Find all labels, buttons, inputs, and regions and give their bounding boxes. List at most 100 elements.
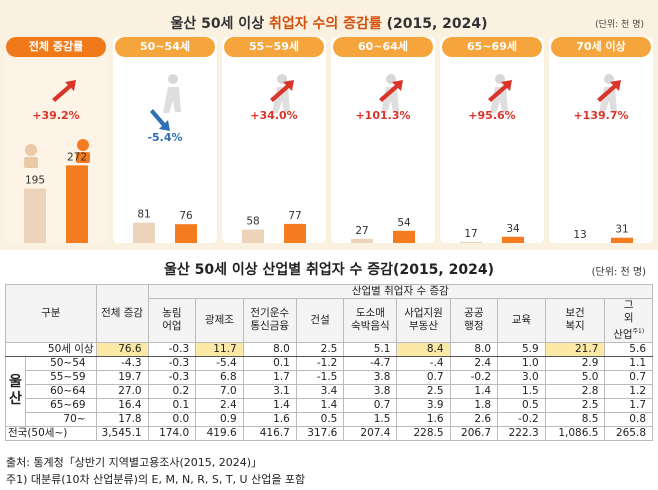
total-cell: 76.6 <box>95 341 149 357</box>
value-cell: 7.0 <box>195 383 244 399</box>
header-industry: 보건 복지 <box>544 298 606 343</box>
value-cell: 2.4 <box>449 355 499 371</box>
value-cell: 0.7 <box>343 397 398 413</box>
value-cell: -5.4 <box>195 355 244 371</box>
total-cell: 16.4 <box>95 397 149 413</box>
value-cell: 1.4 <box>242 397 297 413</box>
arrow-down-icon <box>150 109 170 131</box>
total-cell: 17.8 <box>95 411 149 427</box>
card-header: 70세 이상 <box>551 37 651 57</box>
header-industry: 공공 행정 <box>449 298 499 343</box>
table-row: 70~ 17.8 0.0 0.9 1.6 0.5 1.5 1.6 2.6 -0.2 8.5 0.8 <box>6 411 653 427</box>
value-cell: 1,086.5 <box>544 425 606 441</box>
total-cell: 27.0 <box>95 383 149 399</box>
card-header: 50~54세 <box>115 37 215 57</box>
value-cell: 21.7 <box>544 341 606 357</box>
value-cell: 11.7 <box>195 341 244 357</box>
value-cell: 1.5 <box>497 383 546 399</box>
total-cell: 19.7 <box>95 369 149 385</box>
value-cell: 2.9 <box>544 355 606 371</box>
bar-value: 76 <box>179 210 193 222</box>
header-industry: 사업지원 부동산 <box>396 298 451 343</box>
value-cell: 1.2 <box>604 383 653 399</box>
value-cell: 0.1 <box>242 355 297 371</box>
value-cell: 2.8 <box>544 383 606 399</box>
value-cell: 0.5 <box>295 411 345 427</box>
card-header: 65~69세 <box>442 37 542 57</box>
row-label: 전국(50세~) <box>5 425 97 441</box>
value-cell: -1.5 <box>295 369 345 385</box>
row-label: 65~69 <box>25 397 97 413</box>
value-cell: 174.0 <box>147 425 197 441</box>
value-cell: 1.6 <box>242 411 297 427</box>
bar-2015 <box>24 188 46 243</box>
footnote: 주1) 대분류(10차 산업분류)의 E, M, N, R, S, T, U 산… <box>6 473 306 486</box>
value-cell: 3.4 <box>295 383 345 399</box>
change-rate: +139.7% <box>573 109 628 122</box>
change-rate: +34.0% <box>250 109 297 122</box>
bar-value: 17 <box>464 228 477 240</box>
bar-value: 27 <box>355 225 368 237</box>
value-cell: 1.6 <box>396 411 451 427</box>
value-cell: 1.7 <box>242 369 297 385</box>
source-note: 출처: 통계청「상반기 지역별고용조사(2015, 2024)」 <box>6 456 263 469</box>
card-header: 55~59세 <box>224 37 324 57</box>
value-cell: 1.1 <box>604 355 653 371</box>
value-cell: 1.8 <box>449 397 499 413</box>
chart-panel: 울산 50세 이상 취업자 수의 증감률 (2015, 2024) (단위: 천… <box>0 0 658 250</box>
value-cell: 5.6 <box>604 341 653 357</box>
header-group: 구분 <box>5 284 97 343</box>
row-label: 55~59 <box>25 369 97 385</box>
value-cell: -1.2 <box>295 355 345 371</box>
value-cell: -4.7 <box>343 355 398 371</box>
value-cell: -0.2 <box>497 411 546 427</box>
total-cell: 3,545.1 <box>95 425 149 441</box>
value-cell: -0.3 <box>147 341 197 357</box>
table-row: 65~69 16.4 0.1 2.4 1.4 1.4 0.7 3.9 1.8 0.5 2.5 1.7 <box>6 397 653 413</box>
person-icon <box>24 139 90 168</box>
bar-value: 272 <box>67 151 87 163</box>
table-unit: (단위: 천 명) <box>591 267 646 278</box>
value-cell: 0.5 <box>497 397 546 413</box>
value-cell: 1.0 <box>497 355 546 371</box>
bar-value: 13 <box>573 229 586 241</box>
value-cell: 206.7 <box>449 425 499 441</box>
bar-2015 <box>242 229 264 243</box>
value-cell: -0.3 <box>147 355 197 371</box>
change-rate: +39.2% <box>32 109 79 122</box>
table-row: 50세 이상 76.6 -0.3 11.7 8.0 2.5 5.1 8.4 8.0 5.9 21.7… <box>5 341 653 357</box>
value-cell: -.4 <box>396 355 451 371</box>
header-industry: 건설 <box>295 298 345 343</box>
bar-2024 <box>611 237 633 243</box>
value-cell: 3.1 <box>242 383 297 399</box>
industry-table: 구분 전체 증감 산업별 취업자 수 증감 농림 어업 광제조 전기운수 통신금융 건설 도… <box>5 284 654 441</box>
value-cell: 0.7 <box>396 369 451 385</box>
arrow-up-icon <box>597 80 621 102</box>
value-cell: 5.0 <box>544 369 606 385</box>
bar-2024 <box>175 224 197 243</box>
value-cell: 416.7 <box>242 425 297 441</box>
row-label: 60~64 <box>25 383 97 399</box>
value-cell: 8.4 <box>396 341 451 357</box>
bar-value: 31 <box>615 224 628 236</box>
value-cell: 3.9 <box>396 397 451 413</box>
value-cell: 222.3 <box>497 425 546 441</box>
value-cell: 1.7 <box>604 397 653 413</box>
bar-value: 34 <box>506 223 520 235</box>
value-cell: 0.9 <box>195 411 244 427</box>
card-header: 전체 증감률 <box>6 37 106 57</box>
header-industry: 교육 <box>497 298 546 343</box>
bar-2024 <box>284 223 306 243</box>
value-cell: 2.5 <box>295 341 345 357</box>
change-rate: -5.4% <box>147 131 182 144</box>
chart-unit: (단위: 천 명) <box>595 20 644 30</box>
